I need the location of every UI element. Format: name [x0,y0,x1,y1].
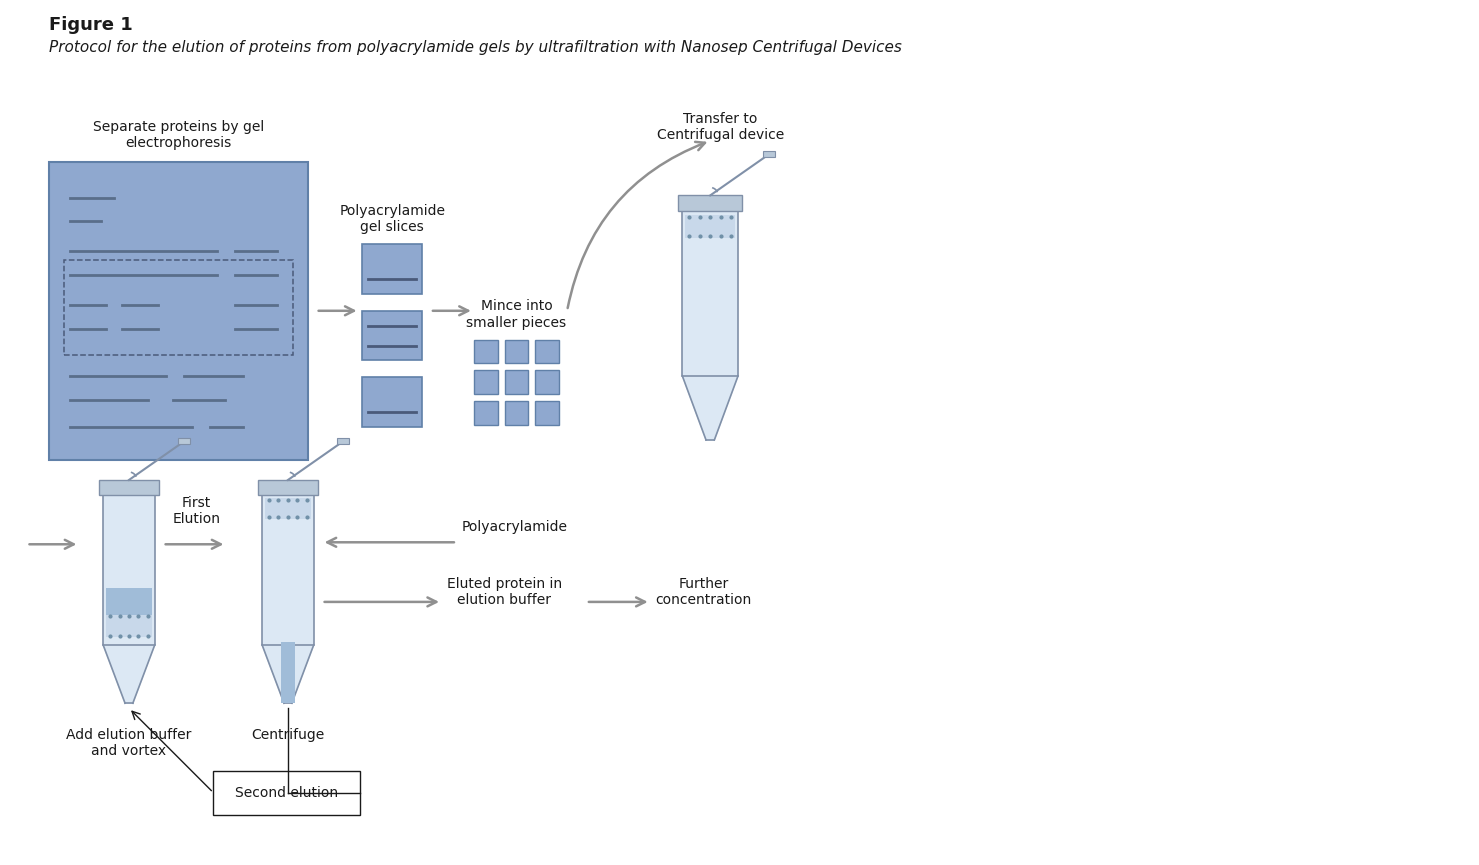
Text: Mince into
smaller pieces: Mince into smaller pieces [466,299,566,330]
FancyBboxPatch shape [362,311,422,361]
FancyBboxPatch shape [49,162,308,460]
FancyBboxPatch shape [262,495,314,644]
FancyBboxPatch shape [535,340,559,363]
FancyBboxPatch shape [535,370,559,394]
FancyBboxPatch shape [281,642,294,703]
Text: Separate proteins by gel
electrophoresis: Separate proteins by gel electrophoresis [93,119,265,150]
FancyBboxPatch shape [685,215,735,238]
Text: First
Elution: First Elution [173,497,220,527]
Text: Transfer to
Centrifugal device: Transfer to Centrifugal device [657,112,784,142]
Polygon shape [682,376,738,440]
Polygon shape [262,644,314,703]
FancyBboxPatch shape [362,244,422,294]
FancyBboxPatch shape [177,439,189,445]
FancyBboxPatch shape [473,340,497,363]
FancyBboxPatch shape [473,370,497,394]
FancyBboxPatch shape [337,439,349,445]
Text: Second elution: Second elution [235,785,339,799]
FancyBboxPatch shape [473,401,497,425]
Text: Further
concentration: Further concentration [655,577,751,607]
Text: Protocol for the elution of proteins from polyacrylamide gels by ultrafiltration: Protocol for the elution of proteins fro… [49,40,902,54]
FancyBboxPatch shape [362,377,422,427]
FancyBboxPatch shape [265,497,311,519]
Text: Figure 1: Figure 1 [49,16,133,34]
FancyBboxPatch shape [504,340,528,363]
Text: Eluted protein in
elution buffer: Eluted protein in elution buffer [447,577,562,607]
FancyBboxPatch shape [259,480,318,495]
Text: Polyacrylamide: Polyacrylamide [461,521,568,535]
Text: Centrifuge: Centrifuge [251,728,324,742]
Polygon shape [104,644,155,703]
FancyBboxPatch shape [106,587,152,615]
Text: Add elution buffer
and vortex: Add elution buffer and vortex [67,728,192,759]
FancyBboxPatch shape [682,211,738,376]
FancyBboxPatch shape [679,195,742,211]
FancyBboxPatch shape [535,401,559,425]
FancyBboxPatch shape [106,615,152,638]
FancyBboxPatch shape [504,370,528,394]
Text: Polyacrylamide
gel slices: Polyacrylamide gel slices [339,204,445,234]
FancyBboxPatch shape [504,401,528,425]
FancyBboxPatch shape [104,495,155,644]
FancyBboxPatch shape [763,151,775,157]
FancyBboxPatch shape [99,480,158,495]
